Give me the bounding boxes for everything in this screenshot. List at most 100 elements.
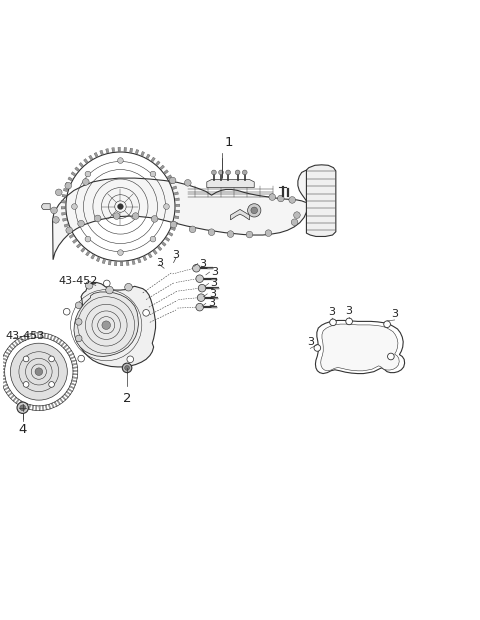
Circle shape <box>164 204 169 210</box>
Circle shape <box>169 177 176 184</box>
Polygon shape <box>9 346 13 350</box>
Polygon shape <box>65 347 70 351</box>
Polygon shape <box>17 339 21 343</box>
Circle shape <box>242 170 247 175</box>
Text: 3: 3 <box>208 298 215 308</box>
Polygon shape <box>71 360 76 362</box>
Polygon shape <box>48 404 51 409</box>
Text: 3: 3 <box>200 259 207 268</box>
Polygon shape <box>141 151 144 156</box>
Circle shape <box>314 345 321 352</box>
Polygon shape <box>14 341 18 345</box>
Polygon shape <box>172 186 177 190</box>
Circle shape <box>118 204 123 210</box>
Text: 3: 3 <box>391 309 398 319</box>
Circle shape <box>49 381 54 388</box>
Polygon shape <box>72 376 77 378</box>
Circle shape <box>106 286 113 294</box>
Polygon shape <box>0 378 6 380</box>
Circle shape <box>49 356 54 362</box>
Polygon shape <box>68 389 72 392</box>
Polygon shape <box>114 262 117 266</box>
Polygon shape <box>61 206 65 209</box>
Polygon shape <box>19 401 22 405</box>
Polygon shape <box>120 262 123 266</box>
Polygon shape <box>7 348 12 352</box>
Polygon shape <box>34 333 36 338</box>
Polygon shape <box>0 365 5 367</box>
Circle shape <box>35 368 43 376</box>
Circle shape <box>196 275 204 283</box>
Polygon shape <box>39 406 40 410</box>
Text: 3: 3 <box>346 306 353 316</box>
Polygon shape <box>162 242 166 246</box>
Polygon shape <box>75 167 79 171</box>
Circle shape <box>170 221 177 228</box>
Polygon shape <box>58 340 62 345</box>
Circle shape <box>294 212 300 218</box>
Polygon shape <box>45 405 47 410</box>
Circle shape <box>85 171 91 177</box>
Circle shape <box>72 204 77 210</box>
Text: 4: 4 <box>19 423 27 436</box>
Polygon shape <box>51 403 54 408</box>
Polygon shape <box>56 338 59 343</box>
Circle shape <box>208 229 215 236</box>
Circle shape <box>251 207 258 214</box>
Polygon shape <box>0 375 5 376</box>
Polygon shape <box>94 153 98 157</box>
Circle shape <box>277 195 284 202</box>
Polygon shape <box>96 257 100 262</box>
Polygon shape <box>74 292 138 356</box>
Circle shape <box>197 294 205 301</box>
Polygon shape <box>72 239 77 244</box>
Polygon shape <box>81 248 85 252</box>
Polygon shape <box>84 159 88 163</box>
Polygon shape <box>47 334 49 339</box>
Circle shape <box>212 170 216 175</box>
Polygon shape <box>13 397 17 401</box>
Circle shape <box>235 170 240 175</box>
Polygon shape <box>21 337 24 342</box>
Polygon shape <box>207 180 254 188</box>
Polygon shape <box>143 256 147 261</box>
Polygon shape <box>153 250 157 255</box>
Circle shape <box>85 281 93 289</box>
Polygon shape <box>71 383 75 386</box>
Polygon shape <box>106 149 109 153</box>
Circle shape <box>219 170 223 175</box>
Circle shape <box>23 381 29 388</box>
Polygon shape <box>44 333 46 338</box>
Polygon shape <box>69 353 73 356</box>
Circle shape <box>248 204 261 217</box>
Polygon shape <box>71 172 75 176</box>
Polygon shape <box>124 148 127 151</box>
Circle shape <box>184 180 191 186</box>
Circle shape <box>75 335 82 342</box>
Polygon shape <box>61 342 65 347</box>
Circle shape <box>11 343 67 400</box>
Polygon shape <box>126 262 129 265</box>
Circle shape <box>125 366 130 370</box>
Polygon shape <box>42 204 50 210</box>
Text: 1: 1 <box>225 136 233 149</box>
Circle shape <box>265 230 272 236</box>
Polygon shape <box>11 395 14 399</box>
Circle shape <box>387 353 394 360</box>
Circle shape <box>85 236 91 242</box>
Circle shape <box>118 157 123 164</box>
Polygon shape <box>306 165 336 236</box>
Circle shape <box>113 213 120 219</box>
Circle shape <box>346 318 352 325</box>
Polygon shape <box>63 345 67 348</box>
Polygon shape <box>4 387 9 390</box>
Polygon shape <box>12 343 16 347</box>
Text: 3: 3 <box>156 257 163 268</box>
Polygon shape <box>68 177 72 181</box>
Polygon shape <box>76 244 81 248</box>
Polygon shape <box>72 379 77 382</box>
Polygon shape <box>170 180 175 184</box>
Polygon shape <box>168 175 172 179</box>
Circle shape <box>384 321 390 327</box>
Polygon shape <box>31 334 33 339</box>
